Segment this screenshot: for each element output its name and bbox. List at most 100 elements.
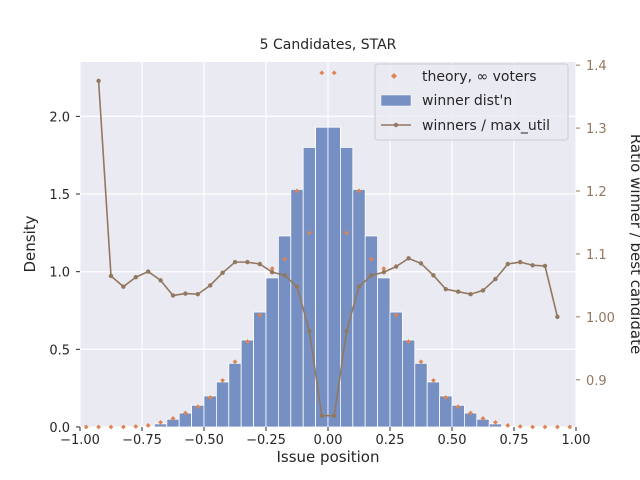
histogram-bar xyxy=(215,381,230,428)
ratio-point xyxy=(468,292,473,297)
theory-point xyxy=(381,266,387,271)
x-tick-label: 1.00 xyxy=(562,433,591,448)
ratio-point xyxy=(146,269,151,274)
y2-tick-label: 1.00 xyxy=(586,311,615,326)
x-tick-label: −0.50 xyxy=(184,433,224,448)
histogram-bar xyxy=(364,235,379,428)
ratio-point xyxy=(480,288,486,293)
histogram-bars xyxy=(141,126,515,428)
y-tick-label: 0.0 xyxy=(49,421,70,436)
legend-ratio-label: winners / max_util xyxy=(422,118,550,134)
ratio-point xyxy=(505,261,510,267)
histogram-bar xyxy=(302,147,317,428)
ratio-point xyxy=(456,289,461,294)
ratio-point xyxy=(542,263,548,269)
ratio-point xyxy=(257,261,262,267)
theory-point xyxy=(418,359,424,365)
x-tick-label: −0.25 xyxy=(246,433,286,448)
theory-point xyxy=(369,256,374,262)
legend-box xyxy=(374,63,569,141)
ratio-point xyxy=(369,273,374,278)
histogram-bar xyxy=(339,147,354,428)
theory-point xyxy=(282,256,287,262)
ratio-point xyxy=(245,259,250,265)
ratio-point xyxy=(381,269,386,275)
theory-point xyxy=(468,410,473,416)
ratio-point xyxy=(555,314,560,320)
ratio-point xyxy=(344,329,349,334)
legend: theory, ∞ voters winner dist'n winners /… xyxy=(374,63,569,141)
ratio-point xyxy=(418,261,424,266)
theory-point xyxy=(455,404,461,410)
ratio-point xyxy=(443,286,448,292)
histogram-bar xyxy=(240,339,254,428)
theory-point xyxy=(319,70,325,76)
ratio-point xyxy=(220,270,225,276)
theory-point xyxy=(108,424,114,430)
theory-point xyxy=(257,312,263,318)
theory-point xyxy=(245,339,250,344)
x-axis-ticks: −1.00 −0.75 −0.50 −0.25 0.00 0.25 0.50 0.75 1.00 xyxy=(60,427,590,448)
histogram-bar xyxy=(277,235,292,428)
histogram-bar xyxy=(389,311,403,428)
theory-point xyxy=(542,424,548,430)
theory-point xyxy=(356,188,362,194)
y-axis-label: Density xyxy=(21,215,39,272)
ratio-point xyxy=(232,259,238,265)
x-tick-label: 0.50 xyxy=(438,433,467,448)
y2-tick-label: 1.3 xyxy=(586,122,607,137)
theory-point xyxy=(145,423,151,428)
histogram-bar xyxy=(253,311,267,428)
y-tick-label: 1.0 xyxy=(49,266,70,281)
ratio-point xyxy=(96,78,101,84)
ratio-point xyxy=(121,284,126,289)
ratio-point xyxy=(493,276,498,282)
y2-axis-ticks: 0.9 1.00 1.1 1.2 1.3 1.4 xyxy=(576,59,615,389)
theory-point xyxy=(83,424,89,430)
ratio-point xyxy=(294,284,300,289)
ratio-point xyxy=(307,329,312,334)
y2-tick-label: 1.4 xyxy=(586,59,607,74)
histogram-bar xyxy=(290,188,304,428)
theory-point xyxy=(158,419,163,425)
theory-point xyxy=(294,188,300,194)
x-tick-label: 0.75 xyxy=(500,433,529,448)
histogram-bar xyxy=(439,395,453,428)
theory-point xyxy=(555,424,560,430)
theory-point xyxy=(331,70,337,76)
theory-point xyxy=(220,378,225,383)
x-tick-label: −1.00 xyxy=(60,433,100,448)
theory-point xyxy=(431,378,436,383)
ratio-point xyxy=(431,273,436,278)
legend-bar-label: winner dist'n xyxy=(422,93,512,109)
histogram-bar xyxy=(265,277,279,428)
ratio-point xyxy=(270,269,275,275)
theory-point xyxy=(96,424,101,430)
y2-tick-label: 1.1 xyxy=(586,248,607,263)
theory-point xyxy=(443,395,449,400)
y-tick-label: 0.5 xyxy=(49,343,70,358)
x-tick-label: 0.25 xyxy=(376,433,405,448)
y2-axis-label: Ratio winner / best candidate xyxy=(627,134,640,354)
histogram-bar xyxy=(377,277,391,428)
theory-point xyxy=(393,312,399,318)
ratio-point xyxy=(108,273,114,279)
ratio-point xyxy=(133,275,138,280)
theory-point xyxy=(493,419,498,425)
theory-point xyxy=(269,266,275,271)
theory-point xyxy=(344,230,349,236)
theory-point xyxy=(170,416,176,421)
theory-point xyxy=(480,416,486,421)
theory-point xyxy=(207,395,213,400)
ratio-point xyxy=(406,256,411,261)
ratio-point xyxy=(282,273,287,278)
ratio-line xyxy=(96,78,560,418)
ratio-point xyxy=(518,259,523,265)
ratio-point xyxy=(332,413,337,418)
histogram-bar xyxy=(414,362,428,428)
y-tick-label: 1.5 xyxy=(49,188,70,203)
ratio-point xyxy=(195,292,200,297)
ratio-point xyxy=(319,413,324,418)
legend-theory-marker xyxy=(391,73,397,79)
